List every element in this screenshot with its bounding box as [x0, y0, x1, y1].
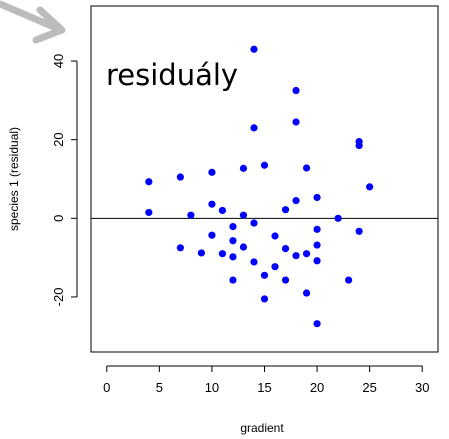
- y-axis-title: species 1 (residual): [7, 127, 21, 231]
- data-point: [281, 276, 290, 284]
- data-point: [229, 253, 237, 261]
- x-axis-title: gradient: [240, 421, 284, 435]
- data-point: [145, 208, 153, 217]
- data-point: [302, 250, 311, 258]
- data-point: [250, 124, 258, 132]
- data-point: [239, 164, 248, 172]
- x-tick-label: 25: [362, 380, 376, 395]
- data-point: [302, 164, 311, 172]
- data-point: [250, 219, 258, 227]
- data-point: [260, 295, 269, 303]
- data-point: [292, 86, 300, 95]
- data-point: [250, 45, 258, 53]
- plot-frame: [90, 5, 439, 353]
- data-point: [292, 252, 300, 260]
- data-point: [187, 211, 195, 219]
- data-point: [281, 244, 290, 253]
- x-axis: 0 5 10 15 20 25 30: [103, 365, 429, 395]
- x-tick-label: 5: [156, 380, 163, 395]
- y-tick-label: 40: [51, 54, 66, 68]
- x-tick-label: 30: [415, 380, 429, 395]
- data-point: [271, 232, 279, 240]
- data-point: [355, 227, 363, 235]
- data-point: [239, 243, 248, 251]
- data-point: [302, 289, 311, 297]
- data-point: [313, 241, 321, 249]
- data-point: [208, 168, 216, 176]
- data-point: [334, 214, 342, 222]
- x-tick-label: 0: [103, 380, 110, 395]
- x-tick-label: 20: [310, 380, 324, 395]
- y-tick-label: -20: [51, 288, 66, 307]
- data-points: [145, 45, 374, 328]
- y-tick-label: 20: [51, 132, 66, 146]
- data-point: [176, 173, 184, 181]
- x-tick-label: 10: [205, 380, 219, 395]
- data-point: [218, 250, 227, 258]
- data-point: [145, 178, 153, 186]
- data-point: [239, 211, 248, 219]
- data-point: [229, 237, 237, 245]
- chart-annotation: residuály: [106, 58, 238, 92]
- data-point: [229, 276, 237, 284]
- arrow-icon: [0, 0, 66, 44]
- data-point: [260, 161, 269, 169]
- data-point: [355, 141, 363, 150]
- data-point: [281, 206, 290, 214]
- data-point: [271, 263, 279, 271]
- data-point: [260, 271, 269, 279]
- data-point: [208, 200, 216, 208]
- data-point: [250, 258, 258, 266]
- data-point: [313, 257, 321, 265]
- x-tick-label: 15: [257, 380, 271, 395]
- data-point: [313, 320, 321, 328]
- data-point: [313, 193, 321, 202]
- data-point: [197, 249, 206, 257]
- data-point: [313, 225, 321, 233]
- data-point: [292, 197, 300, 205]
- y-tick-label: 0: [51, 215, 66, 222]
- data-point: [345, 276, 353, 284]
- data-point: [176, 244, 184, 252]
- data-point: [208, 231, 216, 239]
- data-point: [366, 183, 374, 191]
- data-point: [229, 222, 237, 231]
- data-point: [292, 118, 300, 126]
- data-point: [218, 206, 227, 215]
- y-axis: -20 0 20 40: [51, 54, 78, 307]
